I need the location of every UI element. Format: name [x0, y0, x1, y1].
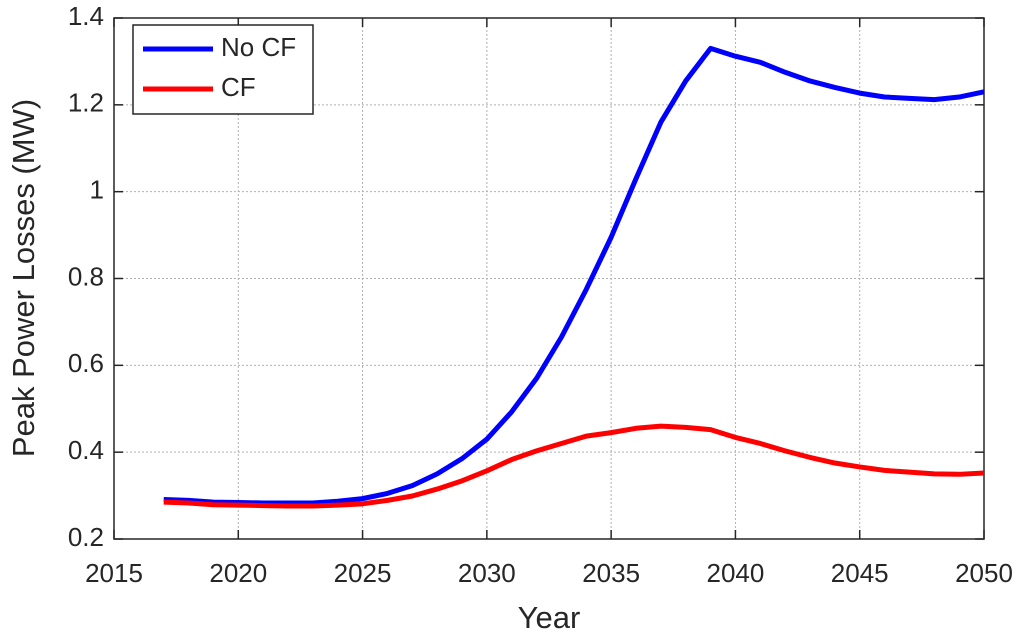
- y-tick-label: 1.4: [68, 1, 104, 31]
- x-tick-label: 2025: [334, 558, 392, 588]
- y-axis-label: Peak Power Losses (MW): [6, 99, 41, 457]
- x-axis-label: Year: [518, 600, 581, 635]
- x-tick-label: 2020: [209, 558, 267, 588]
- plot-frame: [113, 17, 985, 540]
- legend-label: CF: [221, 72, 256, 102]
- line-series: [163, 423, 985, 509]
- y-tick-label: 1.2: [68, 88, 104, 118]
- x-tick-label: 2035: [582, 558, 640, 588]
- y-tick-label: 0.8: [68, 261, 104, 291]
- x-tick-label: 2045: [831, 558, 889, 588]
- x-tick-label: 2050: [955, 558, 1013, 588]
- y-tick-label: 0.2: [68, 522, 104, 552]
- y-tick-label: 1: [90, 175, 104, 205]
- x-tick-label: 2040: [707, 558, 765, 588]
- line-series: [163, 45, 985, 506]
- x-tick-label: 2015: [85, 558, 143, 588]
- y-tick-label: 0.6: [68, 348, 104, 378]
- y-tick-label: 0.4: [68, 435, 104, 465]
- x-tick-label: 2030: [458, 558, 516, 588]
- legend-box: [132, 24, 314, 115]
- legend-label: No CF: [221, 32, 296, 62]
